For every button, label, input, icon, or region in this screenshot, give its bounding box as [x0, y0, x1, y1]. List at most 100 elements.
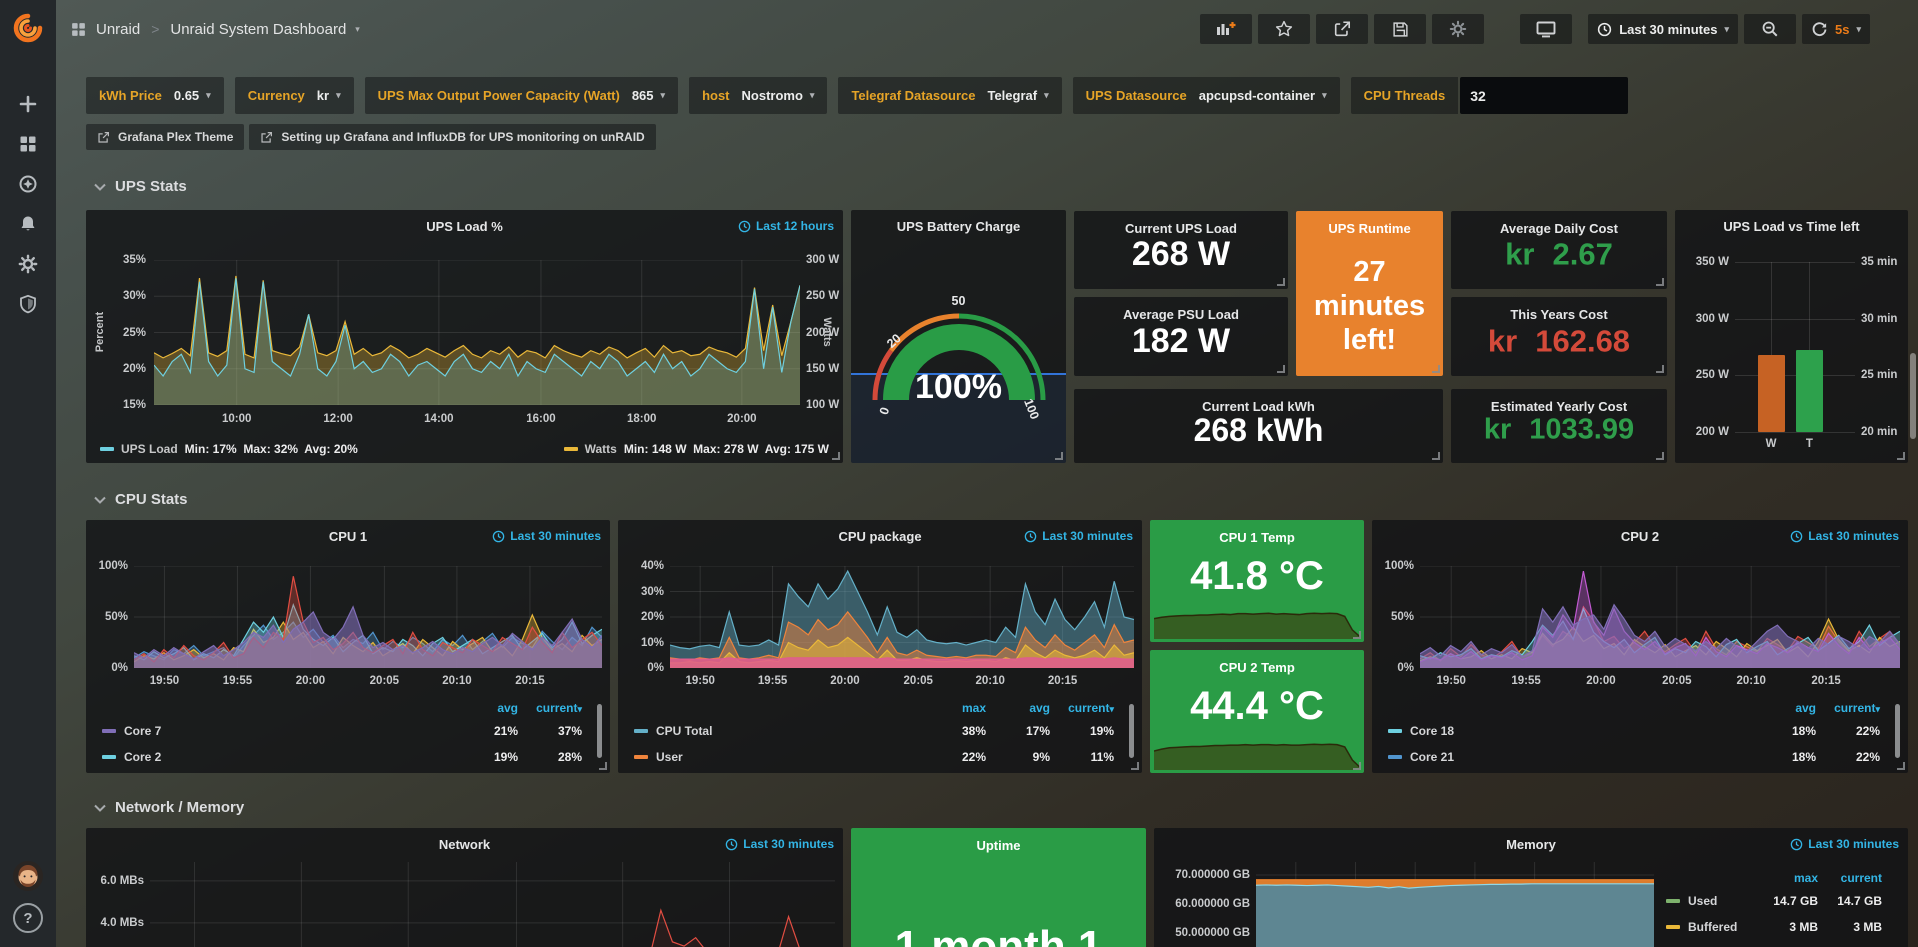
panel-title[interactable]: Memory [1506, 837, 1556, 852]
settings-button[interactable] [1432, 14, 1485, 44]
chart-plot[interactable] [154, 260, 800, 405]
variable-value[interactable]: Nostromo ▾ [741, 88, 815, 103]
time-picker-button[interactable]: Last 30 minutes ▾ [1588, 14, 1738, 44]
grafana-logo[interactable] [0, 0, 56, 56]
variable-value[interactable]: apcupsd-container ▾ [1198, 88, 1327, 103]
link-grafana-plex-theme[interactable]: Grafana Plex Theme [86, 124, 245, 150]
panel-title[interactable]: CPU 1 Temp [1219, 530, 1295, 545]
legend-row[interactable]: Core 2 19% 28% [102, 744, 582, 770]
panel-this-years-cost: This Years Cost kr 162.68 [1451, 297, 1667, 376]
bar[interactable] [1795, 350, 1823, 432]
variable-value[interactable]: Telegraf ▾ [987, 88, 1049, 103]
avatar[interactable] [13, 861, 43, 891]
panel-title[interactable]: CPU 1 [328, 529, 368, 544]
time-range-tag[interactable]: Last 30 minutes [1024, 529, 1133, 543]
section-cpu-stats[interactable]: CPU Stats [94, 491, 188, 508]
currency-prefix: kr [1483, 413, 1512, 446]
legend-row[interactable]: Used 14.7 GB 14.7 GB [1666, 888, 1882, 914]
variable-value[interactable]: 865 ▾ [631, 88, 666, 103]
variable-value[interactable]: 0.65 ▾ [173, 88, 211, 103]
page-scrollbar[interactable] [1910, 353, 1916, 439]
help-icon[interactable]: ? [13, 903, 43, 933]
legend-item[interactable]: Watts Min: 148 W Max: 278 W Avg: 175 W [563, 442, 829, 456]
legend-item[interactable]: UPS Load Min: 17% Max: 32% Avg: 20% [100, 442, 358, 456]
legend-row[interactable]: Buffered 3 MB 3 MB [1666, 914, 1882, 940]
save-button[interactable] [1374, 14, 1427, 44]
legend-header[interactable]: max avg current▾ [961, 701, 1114, 715]
chart-legend: avg current▾ Core 7 21% 37% Core 2 19% 28% [102, 698, 582, 770]
breadcrumb-folder[interactable]: Unraid [96, 20, 141, 38]
time-range-tag[interactable]: Last 30 minutes [1790, 529, 1899, 543]
time-range-tag[interactable]: Last 30 minutes [725, 837, 834, 851]
legend-scrollbar[interactable] [1895, 704, 1900, 758]
legend-scrollbar[interactable] [597, 704, 602, 758]
dashboards-icon[interactable] [0, 124, 56, 164]
zoom-out-button[interactable] [1744, 14, 1796, 44]
legend-row[interactable]: CPU Total 38% 17% 19% [634, 718, 1114, 744]
section-network-memory[interactable]: Network / Memory [94, 799, 244, 816]
legend-header[interactable]: avg current▾ [497, 701, 582, 715]
panel-title[interactable]: Average Daily Cost [1499, 221, 1618, 236]
variable-kwh-price[interactable]: kWh Price 0.65 ▾ [86, 77, 224, 114]
panel-title[interactable]: Estimated Yearly Cost [1490, 399, 1628, 414]
variable-value[interactable]: kr ▾ [316, 88, 341, 103]
legend-header[interactable]: max current [1793, 871, 1882, 885]
bar[interactable] [1757, 355, 1785, 432]
chart-plot[interactable] [134, 566, 602, 668]
variable-ups-datasource[interactable]: UPS Datasource apcupsd-container ▾ [1072, 77, 1340, 114]
cycle-view-button[interactable] [1520, 14, 1573, 44]
panel-title[interactable]: Current UPS Load [1125, 221, 1237, 236]
panel-title[interactable]: Network [438, 837, 491, 852]
alerting-bell-icon[interactable] [0, 204, 56, 244]
panel-title[interactable]: UPS Load vs Time left [1723, 219, 1860, 234]
panel-title[interactable]: CPU 2 [1620, 529, 1660, 544]
x-axis: 19:50 19:55 20:00 20:05 20:10 20:15 [1420, 672, 1900, 687]
variable-currency[interactable]: Currency kr ▾ [234, 77, 354, 114]
section-ups-stats[interactable]: UPS Stats [94, 178, 187, 195]
breadcrumb[interactable]: Unraid > Unraid System Dashboard ▾ [70, 21, 360, 38]
variable-ups-max-power[interactable]: UPS Max Output Power Capacity (Watt) 865… [364, 77, 679, 114]
chart-plot[interactable] [150, 862, 835, 947]
variable-label: Currency [247, 88, 305, 103]
time-range-tag[interactable]: Last 12 hours [738, 219, 834, 233]
panel-title[interactable]: CPU package [838, 529, 922, 544]
add-icon[interactable] [0, 84, 56, 124]
time-range-tag[interactable]: Last 30 minutes [1790, 837, 1899, 851]
breadcrumb-page-title[interactable]: Unraid System Dashboard [170, 20, 347, 38]
star-button[interactable] [1258, 14, 1311, 44]
axis-tick: 60.000000 GB [1175, 898, 1250, 911]
axis-tick: 100 W [806, 399, 840, 411]
chart-plot[interactable] [1256, 862, 1654, 947]
legend-row[interactable]: Core 18 18% 22% [1388, 718, 1880, 744]
explore-compass-icon[interactable] [0, 164, 56, 204]
chart-plot[interactable] [670, 566, 1134, 668]
panel-title[interactable]: UPS Runtime [1328, 221, 1411, 236]
legend-scrollbar[interactable] [1129, 704, 1134, 758]
panel-title[interactable]: Uptime [976, 838, 1021, 853]
refresh-button[interactable]: 5s ▾ [1802, 14, 1870, 44]
legend-row[interactable]: Core 21 18% 22% [1388, 744, 1880, 770]
configuration-gear-icon[interactable] [0, 244, 56, 284]
panel-title[interactable]: CPU 2 Temp [1219, 660, 1295, 675]
panel-title[interactable]: UPS Battery Charge [896, 219, 1021, 234]
panel-title[interactable]: Average PSU Load [1123, 307, 1239, 322]
panel-title[interactable]: UPS Load % [426, 219, 503, 234]
panel-average-daily-cost: Average Daily Cost kr 2.67 [1451, 211, 1667, 289]
panel-title[interactable]: Current Load kWh [1202, 399, 1315, 414]
add-panel-button[interactable] [1200, 14, 1253, 44]
variable-host[interactable]: host Nostromo ▾ [689, 77, 828, 114]
time-range-tag[interactable]: Last 30 minutes [492, 529, 601, 543]
legend-header[interactable]: avg current▾ [1795, 701, 1880, 715]
legend-row[interactable]: User 22% 9% 11% [634, 744, 1114, 770]
chart-plot[interactable] [1420, 566, 1900, 668]
link-ups-monitoring-guide[interactable]: Setting up Grafana and InfluxDB for UPS … [249, 124, 656, 150]
chart-legend: UPS Load Min: 17% Max: 32% Avg: 20% Watts M… [100, 442, 829, 456]
server-admin-shield-icon[interactable] [0, 284, 56, 324]
share-button[interactable] [1316, 14, 1369, 44]
bar-chart-plot[interactable] [1735, 262, 1855, 433]
legend-row[interactable]: Core 7 21% 37% [102, 718, 582, 744]
panel-title[interactable]: This Years Cost [1510, 307, 1608, 322]
cpu-threads-input[interactable] [1460, 77, 1629, 114]
variable-telegraf-datasource[interactable]: Telegraf Datasource Telegraf ▾ [838, 77, 1062, 114]
